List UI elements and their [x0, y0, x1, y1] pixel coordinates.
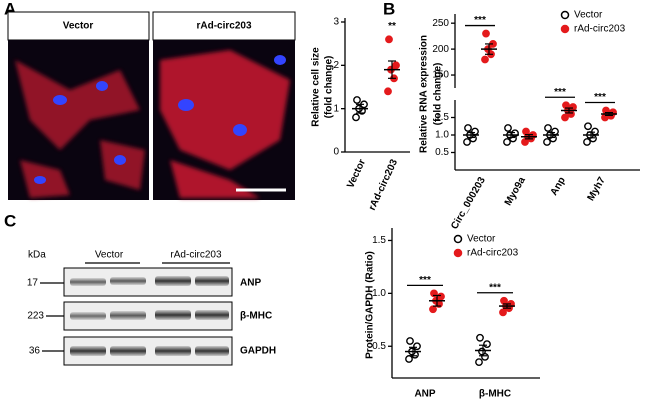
blot-protein: GAPDH: [240, 346, 276, 357]
y-axis-label: Relative cell size: [311, 47, 322, 127]
data-point: [503, 138, 511, 146]
blot-protein: β-MHC: [240, 311, 272, 322]
data-point: [500, 296, 508, 305]
legend-marker: [560, 24, 570, 34]
blot-protein: ANP: [240, 278, 261, 289]
legend-marker: [453, 234, 463, 244]
y-tick-label: 1.5: [435, 112, 449, 123]
y-tick-label: 0.5: [435, 147, 449, 158]
y-axis-label: Protein/GAPDH (Ratio): [365, 251, 376, 359]
y-axis-label: (fold change): [433, 63, 444, 126]
legend-label: rAd-circ203: [467, 248, 519, 259]
image-label: rAd-circ203: [196, 21, 251, 32]
blot-group: Vector: [95, 250, 124, 261]
data-point: [392, 61, 400, 70]
data-point: [384, 87, 392, 96]
data-point: [482, 29, 490, 38]
y-tick-label: 200: [432, 44, 449, 55]
data-point: [483, 340, 491, 349]
significance: ***: [594, 92, 606, 103]
x-tick-label: Myo9a: [503, 175, 528, 208]
data-point: [481, 55, 489, 64]
panel-label: C: [4, 211, 16, 230]
significance: ***: [474, 15, 486, 26]
data-point: [584, 122, 592, 131]
image-label: Vector: [63, 21, 94, 32]
data-point: [561, 113, 569, 122]
data-point: [385, 35, 393, 44]
data-point: [352, 113, 360, 122]
x-tick-label: Myh7: [586, 175, 609, 203]
y-tick-label: 0.5: [372, 341, 386, 352]
significance: ***: [419, 275, 431, 286]
significance: **: [388, 21, 396, 32]
legend-label: Vector: [467, 234, 496, 245]
y-tick-label: 250: [432, 18, 449, 29]
data-point: [583, 138, 591, 146]
x-tick-label: Circ_000203: [449, 175, 488, 231]
panel-label: B: [383, 0, 395, 18]
y-axis-label: (fold change): [324, 56, 335, 119]
data-point: [471, 127, 479, 136]
y-tick-label: 150: [432, 70, 449, 81]
blot: [63, 267, 233, 366]
data-point: [504, 124, 512, 132]
y-tick-label: 1.0: [372, 288, 386, 299]
legend-label: Vector: [574, 10, 603, 21]
data-point: [405, 355, 413, 363]
legend-label: rAd-circ203: [574, 24, 626, 35]
data-point: [543, 138, 551, 146]
blot-unit: kDa: [28, 250, 46, 261]
data-point: [591, 127, 599, 136]
data-point: [478, 347, 486, 356]
y-tick-label: 1.0: [435, 130, 449, 141]
blot-group: rAd-circ203: [170, 250, 222, 261]
x-tick-label: ANP: [414, 389, 435, 400]
legend-marker: [560, 10, 570, 20]
blot-weight: 36: [29, 346, 41, 357]
y-tick-label: 2: [333, 60, 339, 71]
y-tick-label: 3: [333, 17, 339, 28]
data-point: [353, 96, 361, 104]
legend-marker: [453, 248, 463, 258]
data-point: [551, 127, 559, 136]
y-axis-label: Relative RNA expression: [419, 35, 430, 153]
x-tick-label: β-MHC: [479, 389, 511, 400]
blot-weight: 223: [27, 311, 44, 322]
data-point: [475, 358, 483, 367]
significance: ***: [489, 282, 501, 293]
significance: ***: [554, 87, 566, 98]
data-point: [569, 103, 577, 111]
data-point: [522, 127, 530, 136]
y-tick-label: 0: [333, 147, 339, 158]
x-tick-label: rAd-circ203: [367, 157, 400, 212]
x-tick-label: Anp: [549, 175, 568, 197]
data-point: [406, 337, 414, 345]
x-tick-label: Vector: [345, 158, 368, 190]
blot-weight: 17: [27, 278, 39, 289]
data-point: [544, 124, 552, 132]
micrograph: [152, 11, 296, 200]
micrograph: [7, 11, 150, 200]
y-tick-label: 1.5: [372, 235, 386, 246]
data-point: [476, 333, 484, 342]
y-tick-label: 1: [333, 103, 339, 114]
data-point: [429, 305, 437, 314]
data-point: [499, 308, 507, 317]
data-point: [413, 342, 421, 351]
data-point: [464, 124, 472, 132]
data-point: [437, 292, 445, 301]
data-point: [463, 138, 471, 146]
